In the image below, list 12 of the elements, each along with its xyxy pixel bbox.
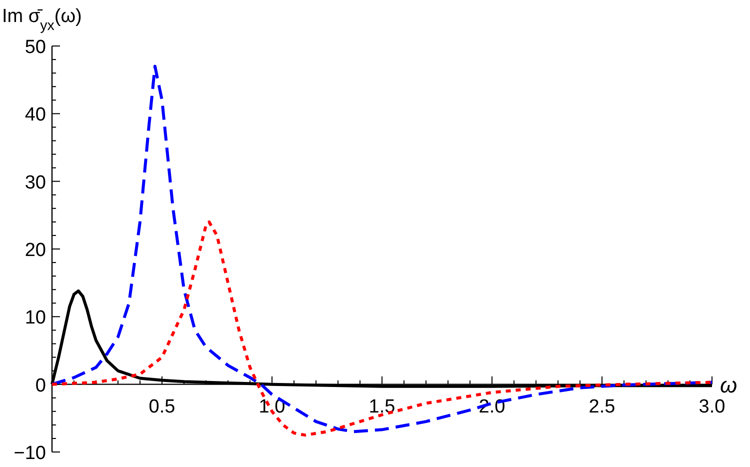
x-tick-label: 2.5 <box>588 396 616 418</box>
y-tick-label: −10 <box>14 443 46 464</box>
y-axis-title: Im σ̄$_{yx}$(ω) <box>2 6 82 34</box>
y-tick-label: 40 <box>24 104 46 126</box>
y-tick-label: 10 <box>24 308 46 329</box>
y-tick-label: 20 <box>24 240 46 261</box>
x-axis-title: ω <box>720 372 738 398</box>
y-tick-label: 50 <box>24 37 46 58</box>
x-tick-label: 0.5 <box>148 396 176 418</box>
x-tick-label: 3.0 <box>698 396 726 418</box>
y-tick-label: 30 <box>24 172 46 194</box>
y-tick-label: 0 <box>35 375 46 396</box>
